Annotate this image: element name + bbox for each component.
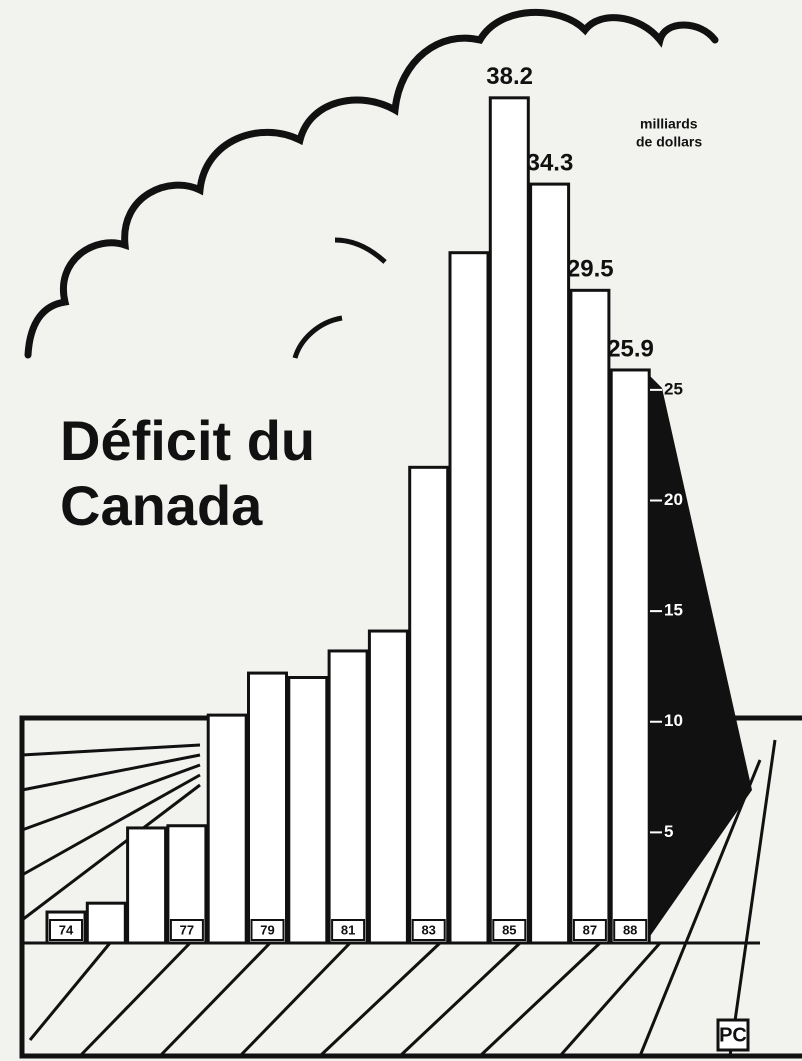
x-tick-label: 88 [623,922,637,937]
bar [369,631,407,943]
x-tick-label: 87 [583,922,597,937]
y-tick-label: 15 [664,601,683,620]
bird [295,318,342,358]
chart-title: Déficit du [60,409,315,472]
chart: Déficit du Canada milliards de dollars P… [0,0,802,1061]
bar [410,467,448,943]
x-tick-label: 81 [341,922,355,937]
bar [490,98,528,943]
unit-label: de dollars [636,134,702,150]
axis-wedge [646,372,752,942]
bar [571,290,609,943]
bar [450,253,488,943]
y-tick-label: 10 [664,711,683,730]
y-tick-label: 25 [664,379,683,398]
unit-label: milliards [640,116,698,132]
data-label: 25.9 [607,335,654,362]
bar [249,673,287,943]
bar [87,903,125,943]
bar [329,651,367,943]
chart-title: Canada [60,474,263,537]
y-tick-label: 5 [664,822,673,841]
x-tick-label: 83 [421,922,435,937]
bar [611,370,649,943]
x-tick-label: 85 [502,922,516,937]
data-label: 29.5 [567,256,614,283]
page: Déficit du Canada milliards de dollars P… [0,0,802,1061]
data-label: 38.2 [486,63,533,90]
credit: PC [719,1024,747,1046]
bar [208,715,246,943]
x-tick-label: 74 [59,922,74,937]
bar [531,184,569,943]
bird [335,240,385,262]
data-label: 34.3 [527,149,574,176]
y-tick-label: 20 [664,490,683,509]
bar [128,828,166,943]
bar [289,678,327,944]
cloud [28,12,715,355]
x-tick-label: 77 [180,922,194,937]
x-tick-label: 79 [260,922,274,937]
